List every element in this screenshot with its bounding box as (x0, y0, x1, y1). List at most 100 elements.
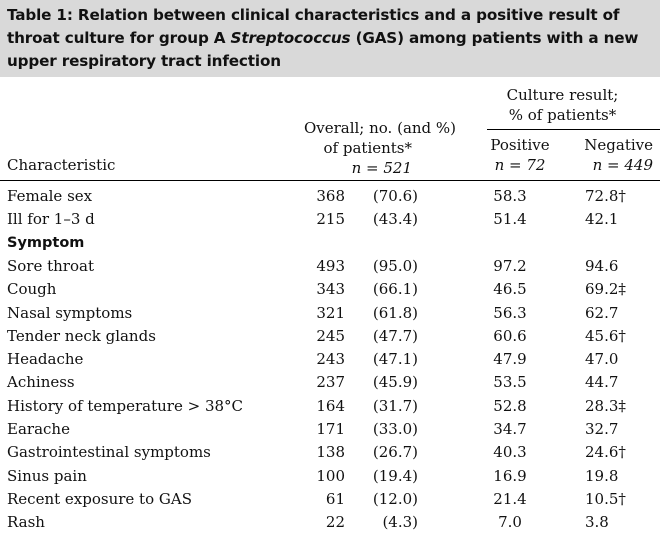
row-positive: 51.4 (493, 210, 527, 229)
row-label: Symptom (7, 234, 85, 251)
row-label: Tender neck glands (7, 326, 156, 345)
row-positive: 56.3 (493, 303, 527, 322)
row-positive: 21.4 (493, 489, 527, 508)
row-count: 321 (316, 303, 345, 322)
row-count: 368 (316, 187, 345, 205)
row-negative: 47.0 (585, 350, 619, 369)
row-label: Ill for 1–3 d (7, 210, 95, 229)
row-percent: (45.9) (372, 373, 418, 392)
table-caption: Table 1: Relation between clinical chara… (0, 0, 660, 77)
row-negative: 19.8 (585, 466, 619, 485)
row-negative: 62.7 (585, 303, 619, 322)
row-positive: 60.6 (493, 326, 527, 345)
culture-header-line2: % of patients* (508, 106, 617, 124)
table-row: Ill for 1–3 d 215 (43.4) 51.4 42.1 (0, 208, 660, 231)
row-negative: 72.8† (585, 187, 626, 205)
overall-header-line1: Overall; no. (and %) (303, 119, 457, 137)
positive-header: Positive (490, 136, 550, 154)
row-negative: 94.6 (585, 256, 619, 275)
table-row: Cough 343 (66.1) 46.5 69.2‡ (0, 278, 660, 301)
table-row: Sinus pain 100 (19.4) 16.9 19.8 (0, 465, 660, 488)
row-label: Sinus pain (7, 466, 87, 485)
row-percent: (95.0) (372, 256, 418, 275)
row-count: 138 (316, 443, 345, 462)
row-label: Headache (7, 350, 84, 369)
table-row: Sore throat 493 (95.0) 97.2 94.6 (0, 255, 660, 278)
row-positive: 47.9 (493, 350, 527, 369)
table-row: Female sex 368 (70.6) 58.3 72.8† (0, 185, 660, 208)
row-positive: 34.7 (493, 420, 527, 438)
caption-text: Table 1: Relation between clinical chara… (7, 6, 620, 47)
row-positive: 7.0 (498, 513, 522, 532)
row-percent: (66.1) (372, 280, 418, 299)
negative-header-n: n = 449 (592, 156, 653, 174)
row-label: Female sex (7, 187, 93, 205)
row-count: 215 (316, 210, 345, 229)
row-count: 237 (316, 373, 345, 392)
row-label: Nasal symptoms (7, 303, 133, 322)
row-count: 245 (316, 326, 345, 345)
row-negative: 3.8 (585, 513, 609, 532)
table-row: Rash 22 (4.3) 7.0 3.8 (0, 511, 660, 534)
row-negative: 28.3‡ (585, 396, 626, 415)
row-positive: 58.3 (493, 187, 527, 205)
row-count: 22 (325, 513, 345, 532)
characteristic-header: Characteristic (7, 156, 116, 174)
row-positive: 16.9 (493, 466, 527, 485)
row-negative: 10.5† (585, 489, 626, 508)
row-count: 343 (316, 280, 345, 299)
caption-italic: Streptococcus (230, 29, 351, 47)
row-percent: (19.4) (372, 466, 418, 485)
table-row: Symptom (0, 232, 660, 255)
table-row: Recent exposure to GAS 61 (12.0) 21.4 10.5† (0, 488, 660, 511)
row-label: Cough (7, 280, 57, 299)
row-percent: (70.6) (372, 187, 418, 205)
row-count: 493 (316, 256, 345, 275)
positive-header-n: n = 72 (494, 156, 546, 174)
row-label: Gastrointestinal symptoms (7, 443, 211, 462)
table-row: Gastrointestinal symptoms 138 (26.7) 40.3 24… (0, 441, 660, 464)
row-label: Achiness (7, 373, 75, 392)
row-positive: 52.8 (493, 396, 527, 415)
row-percent: (31.7) (372, 396, 418, 415)
row-label: History of temperature > 38°C (7, 396, 244, 415)
culture-header-line1: Culture result; (506, 86, 619, 104)
row-label: Recent exposure to GAS (7, 489, 192, 508)
row-negative: 24.6† (585, 443, 626, 462)
row-percent: (47.7) (372, 326, 418, 345)
row-percent: (4.3) (382, 513, 418, 532)
row-count: 164 (316, 396, 345, 415)
overall-header-n: n = 521 (351, 159, 412, 177)
row-positive: 53.5 (493, 373, 527, 392)
row-positive: 97.2 (493, 256, 527, 275)
row-negative: 69.2‡ (585, 280, 626, 299)
row-negative: 32.7 (585, 420, 619, 438)
row-count: 243 (316, 350, 345, 369)
row-label: Earache (7, 420, 70, 438)
caption-text-end: (GAS) among patients with a new upper re… (7, 29, 639, 70)
table-row: History of temperature > 38°C 164 (31.7) 52… (0, 395, 660, 418)
row-positive: 40.3 (493, 443, 527, 462)
row-negative: 45.6† (585, 326, 626, 345)
row-negative: 44.7 (585, 373, 619, 392)
row-percent: (33.0) (372, 420, 418, 438)
row-count: 100 (316, 466, 345, 485)
row-count: 61 (325, 489, 345, 508)
row-positive: 46.5 (493, 280, 527, 299)
table-row: Earache 171 (33.0) 34.7 32.7 (0, 418, 660, 441)
row-count: 171 (316, 420, 345, 438)
row-percent: (61.8) (372, 303, 418, 322)
header-bottom-rule (0, 180, 660, 181)
culture-header-rule (487, 129, 660, 130)
table-row: Headache 243 (47.1) 47.9 47.0 (0, 348, 660, 371)
row-label: Rash (7, 513, 45, 532)
row-negative: 42.1 (585, 210, 619, 229)
table-row: Achiness 237 (45.9) 53.5 44.7 (0, 371, 660, 394)
row-percent: (12.0) (372, 489, 418, 508)
table-row: Tender neck glands 245 (47.7) 60.6 45.6† (0, 325, 660, 348)
row-percent: (26.7) (372, 443, 418, 462)
row-percent: (47.1) (372, 350, 418, 369)
row-percent: (43.4) (372, 210, 418, 229)
overall-header-line2: of patients* (323, 139, 412, 157)
negative-header: Negative (584, 136, 653, 154)
